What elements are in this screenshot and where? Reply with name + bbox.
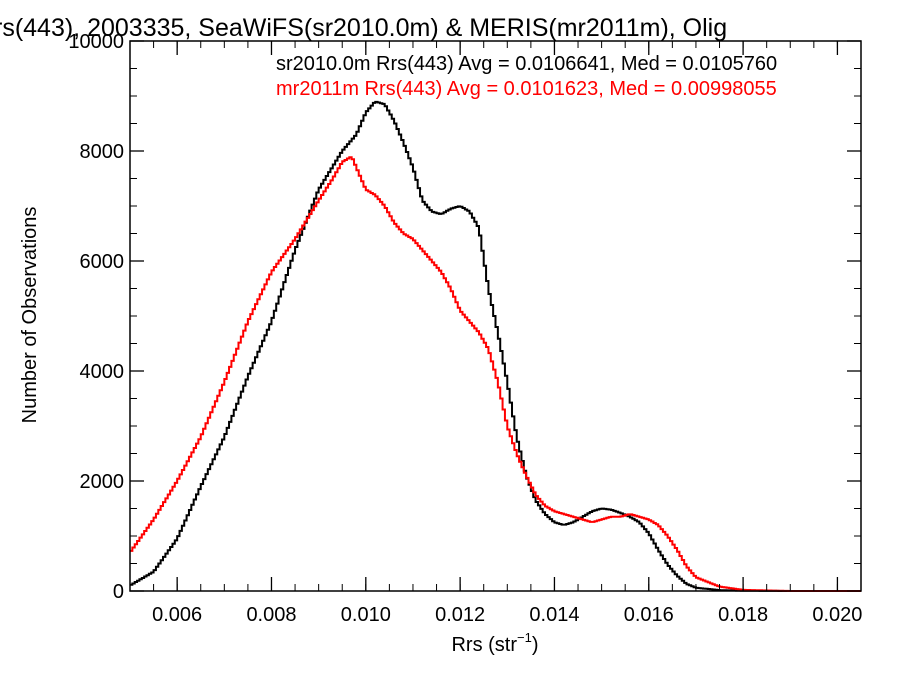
chart-title: rs(443), 2003335, SeaWiFS(sr2010.0m) & M… <box>0 14 727 42</box>
series-layer <box>130 100 861 592</box>
series-line-1 <box>130 156 861 592</box>
ticks-layer: 0.006 0.008 0.010 0.012 0.014 0.016 0.018 0.020… <box>68 31 862 626</box>
x-tick-label: 0.010 <box>341 604 391 626</box>
y-tick-label: 2000 <box>80 471 125 493</box>
x-axis-label-text: Rrs (str <box>451 634 517 656</box>
y-tick-label: 10000 <box>68 31 124 53</box>
legend: sr2010.0m Rrs(443) Avg = 0.0106641, Med … <box>276 53 777 100</box>
x-tick-label: 0.006 <box>152 604 202 626</box>
x-tick-label: 0.008 <box>246 604 296 626</box>
x-tick-label: 0.020 <box>812 604 862 626</box>
x-tick-label: 0.018 <box>718 604 768 626</box>
x-tick-label: 0.012 <box>435 604 485 626</box>
y-tick-label: 0 <box>113 581 124 603</box>
x-axis-label: Rrs (str−1) <box>451 630 538 656</box>
y-axis-label: Number of Observations <box>19 207 41 424</box>
x-axis-label-close: ) <box>532 634 539 656</box>
x-tick-label: 0.014 <box>529 604 579 626</box>
legend-entry-0: sr2010.0m Rrs(443) Avg = 0.0106641, Med … <box>276 53 777 75</box>
y-tick-label: 4000 <box>80 361 125 383</box>
y-tick-label: 8000 <box>80 141 125 163</box>
x-axis-label-superscript: −1 <box>517 630 532 645</box>
plot-frame <box>129 40 862 592</box>
y-tick-label: 6000 <box>80 251 125 273</box>
legend-entry-1: mr2011m Rrs(443) Avg = 0.0101623, Med = … <box>276 78 777 100</box>
x-tick-label: 0.016 <box>624 604 674 626</box>
series-line-0 <box>130 100 861 592</box>
